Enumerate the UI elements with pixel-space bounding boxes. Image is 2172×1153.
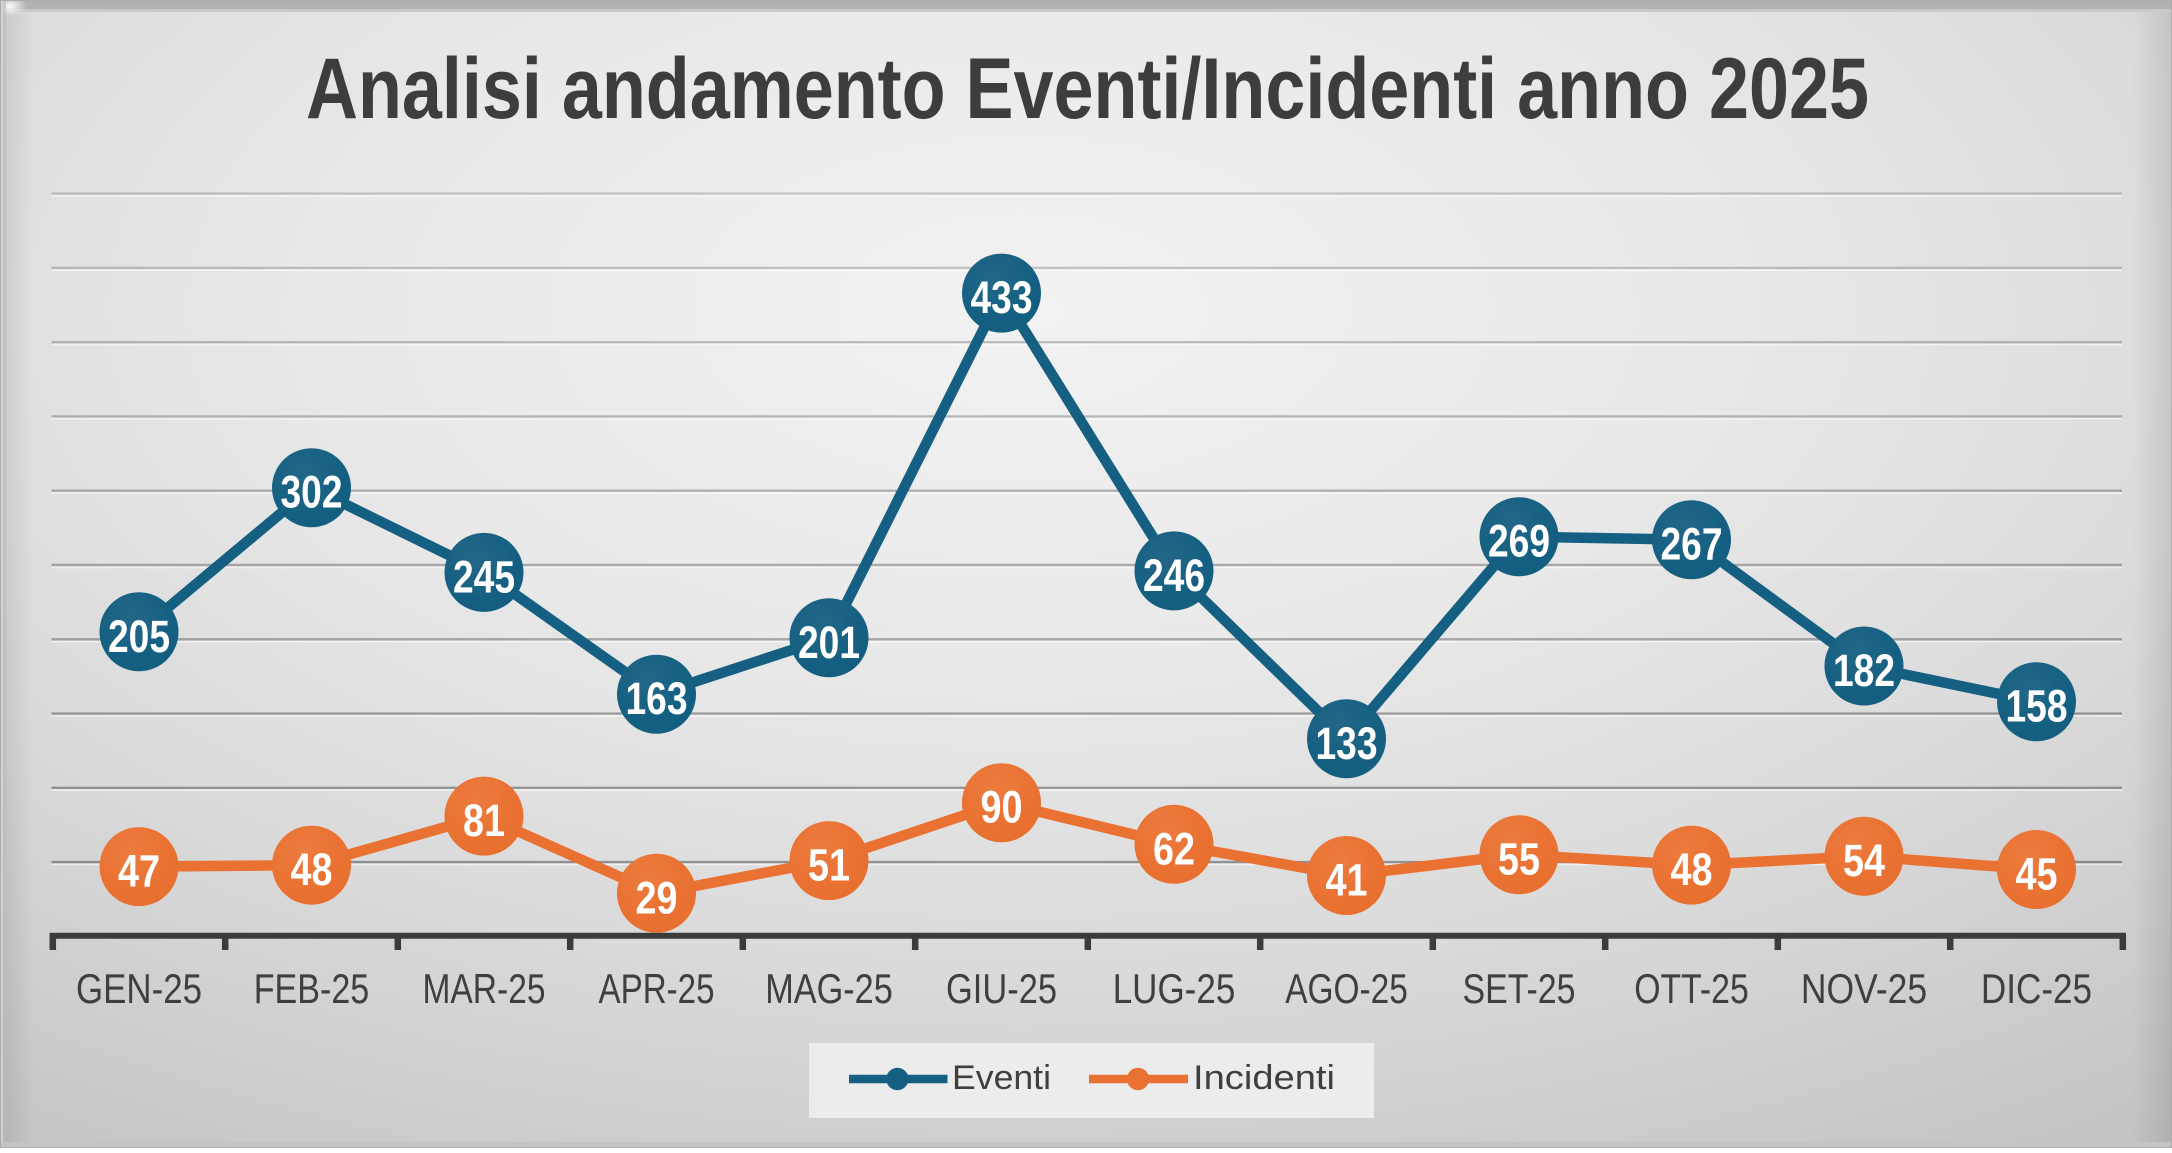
svg-text:182: 182: [1833, 645, 1895, 696]
svg-text:54: 54: [1843, 835, 1885, 886]
svg-text:205: 205: [108, 611, 170, 662]
svg-text:Incidenti: Incidenti: [1193, 1059, 1335, 1097]
svg-text:269: 269: [1488, 516, 1550, 567]
svg-text:201: 201: [798, 617, 860, 668]
svg-text:Analisi andamento Eventi/Incid: Analisi andamento Eventi/Incidenti anno …: [306, 41, 1869, 137]
svg-text:29: 29: [636, 872, 678, 923]
svg-text:267: 267: [1661, 519, 1723, 570]
svg-text:48: 48: [291, 844, 333, 895]
svg-text:158: 158: [2006, 681, 2068, 732]
svg-text:62: 62: [1153, 823, 1195, 874]
svg-text:DIC-25: DIC-25: [1981, 965, 2092, 1012]
svg-text:APR-25: APR-25: [599, 965, 715, 1012]
svg-text:GIU-25: GIU-25: [946, 965, 1057, 1012]
svg-text:51: 51: [808, 840, 850, 891]
svg-text:GEN-25: GEN-25: [76, 965, 202, 1012]
svg-text:302: 302: [281, 467, 343, 518]
svg-text:MAR-25: MAR-25: [423, 965, 546, 1012]
svg-text:41: 41: [1326, 855, 1368, 906]
svg-text:90: 90: [981, 782, 1023, 833]
svg-text:48: 48: [1671, 844, 1713, 895]
svg-text:SET-25: SET-25: [1463, 965, 1576, 1012]
svg-text:133: 133: [1316, 718, 1378, 769]
svg-text:FEB-25: FEB-25: [254, 965, 370, 1012]
svg-text:45: 45: [2016, 849, 2058, 900]
svg-text:LUG-25: LUG-25: [1113, 965, 1236, 1012]
svg-text:81: 81: [463, 795, 505, 846]
svg-text:NOV-25: NOV-25: [1801, 965, 1927, 1012]
svg-text:433: 433: [971, 272, 1033, 323]
svg-text:47: 47: [118, 846, 160, 897]
svg-text:245: 245: [453, 551, 515, 602]
svg-text:MAG-25: MAG-25: [765, 965, 893, 1012]
svg-text:55: 55: [1498, 834, 1540, 885]
svg-text:OTT-25: OTT-25: [1634, 965, 1749, 1012]
svg-text:Eventi: Eventi: [952, 1059, 1051, 1097]
svg-text:163: 163: [626, 673, 688, 724]
svg-text:246: 246: [1143, 550, 1205, 601]
svg-text:AGO-25: AGO-25: [1285, 965, 1408, 1012]
